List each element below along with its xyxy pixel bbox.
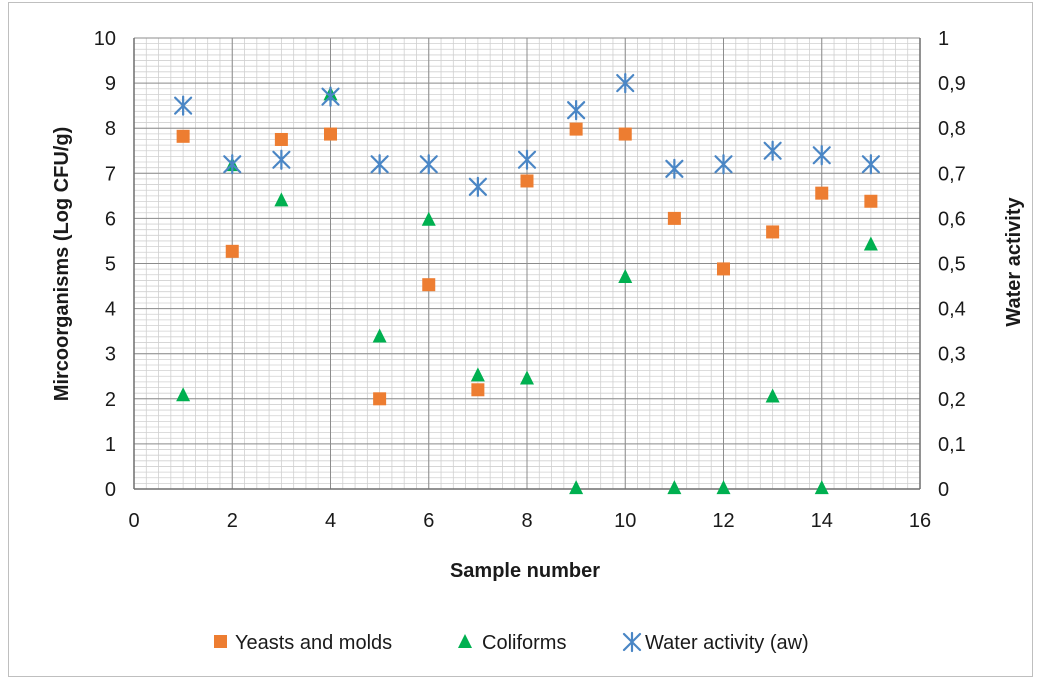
legend-marker-triangle: [458, 634, 472, 648]
star-point: [665, 158, 684, 179]
triangle-point: [372, 328, 387, 343]
series-star: [174, 72, 880, 197]
x-tick-labels: 0 2 4 6 8 10 12 14 16: [128, 510, 931, 532]
star-point: [223, 154, 242, 175]
square-point: [766, 225, 780, 239]
y2-tick-labels: 0 0,1 0,2 0,3 0,4 0,5 0,6 0,7 0,8 0,9 1: [938, 28, 966, 501]
triangle-point: [618, 269, 633, 284]
triangle-point: [814, 480, 829, 495]
chart-frame: [8, 2, 1033, 677]
series-square: [176, 122, 878, 406]
legend-label-water-activity: Water activity (aw): [645, 632, 809, 654]
legend-marker-square: [214, 635, 227, 648]
square-point: [176, 129, 190, 143]
triangle-point: [421, 211, 436, 226]
square-point: [520, 174, 534, 188]
x-tick-label: 10: [614, 510, 636, 532]
star-point: [174, 95, 193, 116]
data-points: [174, 72, 880, 495]
triangle-point: [274, 192, 289, 207]
square-point: [717, 262, 730, 276]
legend-item-coliforms: Coliforms: [458, 632, 566, 654]
star-point: [370, 154, 389, 175]
y2-tick-label: 0,2: [938, 389, 966, 411]
triangle-point: [569, 480, 584, 495]
y-tick-label: 3: [105, 344, 116, 366]
y-tick-label: 5: [105, 254, 116, 276]
y2-tick-label: 0,5: [938, 254, 966, 276]
star-point: [272, 149, 291, 170]
legend-label-coliforms: Coliforms: [482, 632, 566, 654]
square-point: [225, 244, 239, 258]
legend-item-yeasts-and-molds: Yeasts and molds: [214, 632, 392, 654]
x-tick-label: 14: [811, 510, 833, 532]
y2-tick-label: 0: [938, 479, 949, 501]
legend-label-yeasts-and-molds: Yeasts and molds: [235, 632, 392, 654]
star-point: [468, 176, 487, 197]
y2-tick-label: 0,4: [938, 299, 966, 321]
triangle-point: [520, 370, 534, 385]
square-point: [667, 211, 681, 225]
y2-tick-label: 0,3: [938, 344, 966, 366]
star-point: [567, 100, 586, 121]
star-point: [861, 154, 880, 175]
y-tick-label: 10: [94, 28, 116, 50]
star-point: [321, 86, 340, 107]
legend: Yeasts and molds Coliforms Water activit…: [214, 631, 809, 654]
square-point: [471, 383, 485, 397]
y-tick-label: 7: [105, 163, 116, 185]
legend-item-water-activity: Water activity (aw): [622, 631, 809, 654]
square-point: [422, 278, 436, 292]
y-tick-label: 9: [105, 73, 116, 95]
square-point: [569, 122, 583, 136]
x-tick-label: 4: [325, 510, 336, 532]
legend-star-shape: [622, 631, 642, 653]
square-point: [618, 127, 632, 141]
square-point: [815, 186, 829, 200]
y-tick-label: 0: [105, 479, 116, 501]
axes: [133, 38, 921, 490]
y2-tick-label: 0,7: [938, 163, 966, 185]
legend-marker-star: [622, 631, 642, 653]
star-point: [419, 154, 438, 175]
y2-tick-label: 0,8: [938, 118, 966, 140]
star-point: [616, 72, 635, 94]
y-tick-label: 8: [105, 118, 116, 140]
y2-tick-label: 0,9: [938, 73, 966, 95]
star-point: [763, 140, 782, 161]
y-tick-label: 6: [105, 208, 116, 230]
y2-tick-label: 0,6: [938, 208, 966, 230]
triangle-point: [716, 480, 731, 495]
y-axis-title: Mircoorganisms (Log CFU/g): [51, 127, 73, 401]
star-point: [812, 145, 831, 166]
triangle-point: [863, 236, 878, 251]
y2-axis-title: Water activity: [1003, 196, 1025, 326]
triangle-point: [667, 480, 682, 495]
x-tick-label: 6: [423, 510, 434, 532]
triangle-point: [176, 387, 191, 402]
x-tick-label: 16: [909, 510, 931, 532]
x-axis-title: Sample number: [450, 560, 600, 582]
y-tick-label: 2: [105, 389, 116, 411]
x-tick-label: 12: [712, 510, 734, 532]
triangle-point: [765, 388, 780, 403]
x-tick-label: 8: [521, 510, 532, 532]
square-point: [324, 127, 337, 141]
triangle-point: [470, 367, 485, 382]
square-point: [864, 194, 878, 208]
square-point: [373, 392, 387, 406]
y2-tick-label: 0,1: [938, 434, 966, 456]
star-point: [517, 149, 537, 170]
star-point: [714, 154, 733, 175]
y-tick-label: 4: [105, 299, 116, 321]
y2-tick-label: 1: [938, 28, 949, 50]
y-tick-label: 1: [105, 434, 116, 456]
x-tick-label: 0: [128, 510, 139, 532]
y-tick-labels: 0 1 2 3 4 5 6 7 8 9 10: [94, 28, 116, 501]
x-tick-label: 2: [227, 510, 238, 532]
square-point: [274, 132, 288, 146]
